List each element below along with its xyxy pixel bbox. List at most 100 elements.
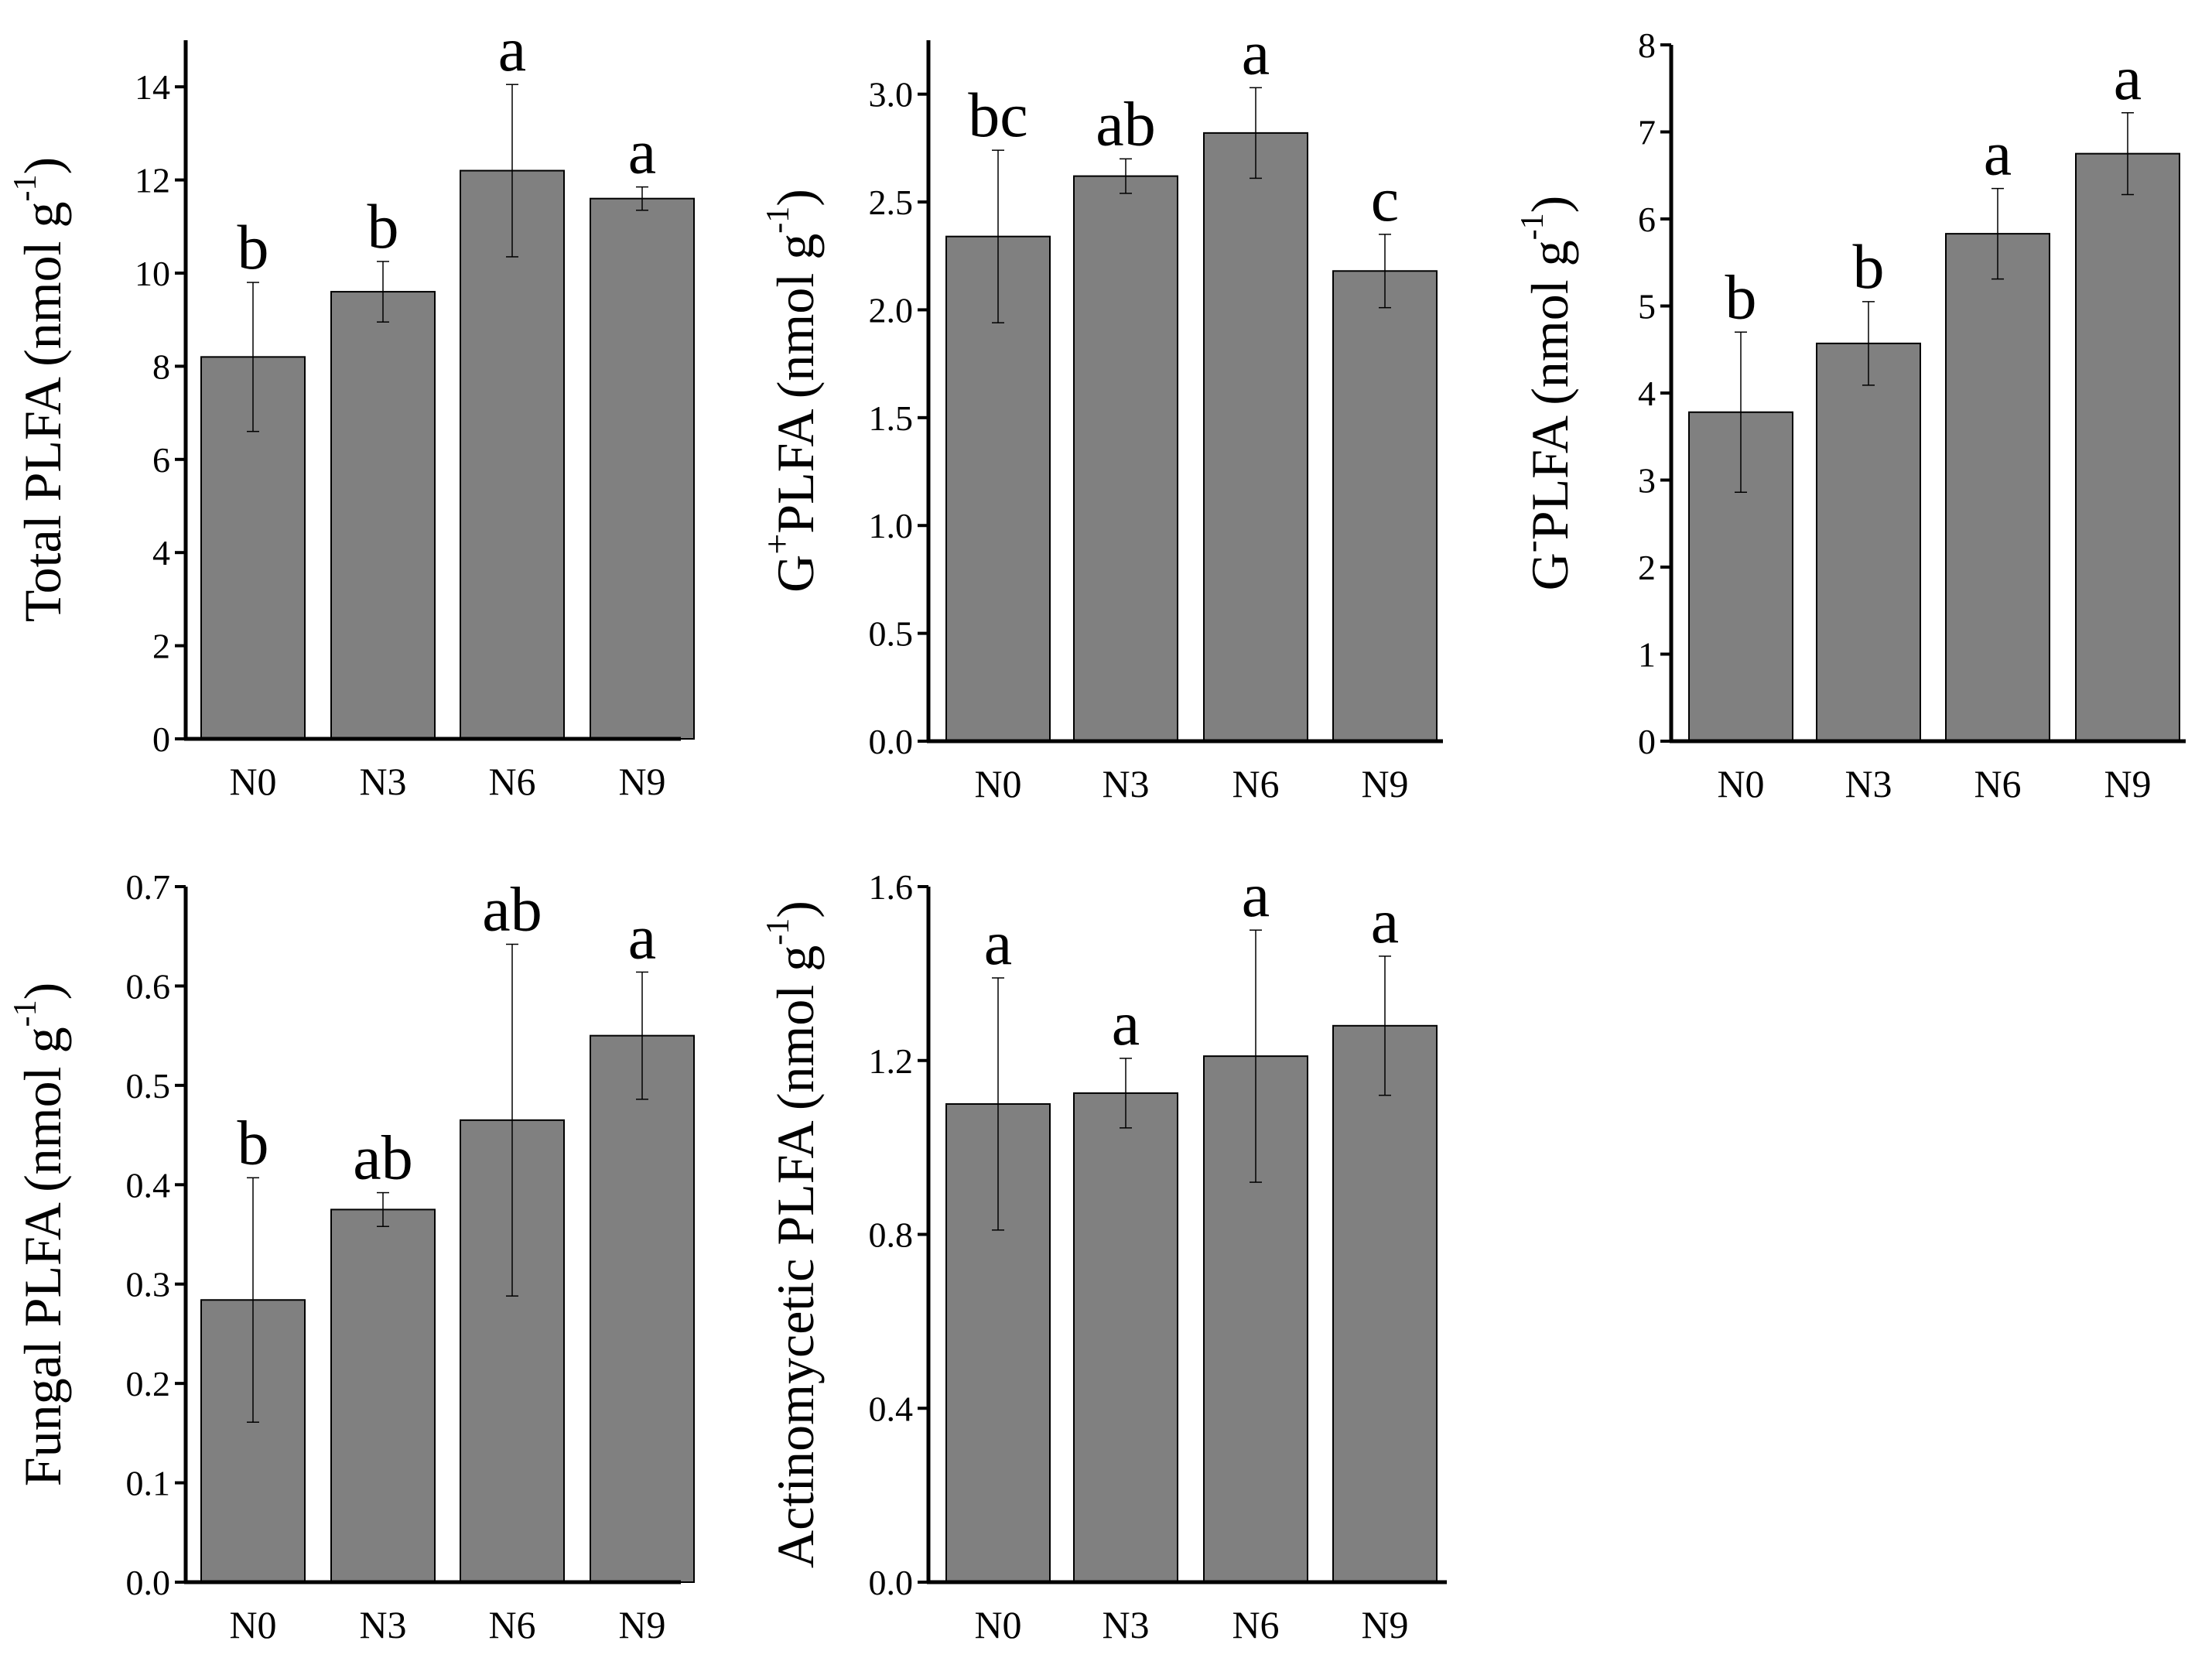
significance-letter-n3: ab (1096, 88, 1155, 159)
significance-letter-n9: a (2114, 43, 2142, 113)
y-tick-label: 0.6 (126, 966, 171, 1006)
y-tick-label: 5 (1638, 287, 1656, 326)
x-tick-label-n3: N3 (1102, 762, 1149, 805)
y-axis-title: G+PLFA (nmol g-1) (757, 189, 825, 593)
bar-n6 (1945, 233, 2050, 742)
bar-n3 (1816, 342, 1921, 742)
y-tick-label: 2.5 (869, 183, 914, 222)
y-tick-label: 14 (135, 67, 170, 107)
y-tick-label: 0 (1638, 722, 1656, 761)
y-tick-label: 6 (152, 440, 170, 480)
error-bar-n9 (2121, 112, 2134, 196)
significance-letter-n0: a (984, 908, 1012, 978)
error-bar-n6 (1250, 87, 1262, 179)
significance-letter-n6: a (1242, 860, 1270, 930)
y-axis-title-close: ) (1520, 196, 1579, 214)
y-tick-label: 0.7 (126, 867, 171, 907)
y-tick-label: 4 (152, 533, 170, 573)
y-tick-label: 2.0 (869, 290, 914, 330)
significance-letter-n0: b (1725, 262, 1757, 332)
y-tick-label: 0.0 (869, 1563, 914, 1602)
significance-letter-n9: a (1371, 886, 1399, 956)
y-tick-label: 0.4 (126, 1165, 171, 1205)
y-tick-label: 1.5 (869, 398, 914, 438)
significance-letter-n6: a (1984, 118, 2012, 189)
y-tick-label: 12 (135, 161, 170, 200)
chart-panel-fungal-plfa: b N0 ab N3 ab N6 a N9 0.0 0.1 0.2 0.3 0.4 0.5 0.6 0.7 Fu… (8, 867, 695, 1646)
significance-letter-n3: a (1112, 988, 1140, 1058)
chart-panel-total-plfa: b N0 b N3 a N6 a N9 0 2 4 6 8 10 12 14 Total PLFA (nmol … (8, 14, 695, 803)
significance-letter-n0: b (238, 212, 269, 282)
y-axis-title-text: PLFA (nmol g (1520, 240, 1579, 540)
y-axis-title-text: PLFA (nmol g (766, 234, 825, 534)
bar-n6 (1203, 132, 1308, 742)
y-axis-title-superscript: -1 (1515, 213, 1550, 240)
y-axis-title-text: Total PLFA (nmol g (13, 201, 72, 622)
x-tick-label-n3: N3 (359, 1603, 406, 1646)
y-tick-label: 0.8 (869, 1215, 914, 1255)
error-bar-n3 (377, 1191, 389, 1227)
y-tick-label: 3.0 (869, 75, 914, 115)
y-tick-label: 0.0 (126, 1563, 171, 1602)
bar-n3 (1073, 1092, 1178, 1583)
chart-panel-gram-negative-plfa: b N0 b N3 a N6 a N9 0 1 2 3 4 5 6 7 8 G-PLFA (nmol g-1) (1511, 26, 2186, 805)
bar-n6 (460, 169, 565, 740)
error-bar-n6 (506, 84, 518, 258)
significance-letter-n0: b (238, 1107, 269, 1178)
y-tick-label: 0.3 (126, 1265, 171, 1304)
y-axis-title-close: ) (766, 189, 825, 207)
bar-n9 (1332, 270, 1438, 742)
significance-letter-n9: c (1371, 164, 1399, 234)
bar-n9 (1332, 1024, 1438, 1584)
y-axis-title-prefix-superscript: + (757, 534, 798, 555)
y-axis-title-superscript: -1 (8, 174, 43, 201)
error-bar-n9 (636, 186, 648, 211)
y-tick-label: 0.1 (126, 1464, 171, 1503)
error-bar-n0 (992, 149, 1004, 323)
bar-n9 (590, 197, 695, 740)
y-axis-title: Fungal PLFA (nmol g-1) (8, 983, 72, 1486)
x-tick-label-n3: N3 (359, 760, 406, 803)
x-tick-label-n9: N9 (618, 1603, 665, 1646)
y-tick-label: 8 (152, 347, 170, 386)
significance-letter-n9: a (628, 117, 656, 187)
y-axis-title-text: Fungal PLFA (nmol g (13, 1027, 72, 1486)
y-tick-label: 4 (1638, 374, 1656, 413)
error-bar-n9 (1379, 234, 1391, 309)
x-tick-label-n0: N0 (974, 762, 1021, 805)
y-axis-title-prefix: G (1520, 552, 1579, 590)
chart-panel-gram-positive-plfa: bc N0 ab N3 a N6 c N9 0.0 0.5 1.0 1.5 2.0 2.5 3.0 G+PLF… (757, 17, 1443, 805)
x-tick-label-n0: N0 (229, 760, 276, 803)
y-axis-title-close: ) (13, 983, 72, 1000)
y-axis-title-prefix-superscript: - (1511, 540, 1552, 552)
y-tick-label: 1 (1638, 635, 1656, 675)
y-tick-label: 0.5 (126, 1066, 171, 1106)
error-bar-n9 (1379, 955, 1391, 1096)
y-tick-label: 2 (1638, 548, 1656, 587)
significance-letter-n6: ab (482, 873, 542, 944)
y-tick-label: 6 (1638, 200, 1656, 239)
y-axis-title: Actinomycetic PLFA (nmol g-1) (761, 901, 825, 1568)
x-tick-label-n6: N6 (488, 1603, 535, 1646)
x-tick-label-n0: N0 (974, 1603, 1021, 1646)
x-tick-label-n0: N0 (1717, 762, 1764, 805)
y-tick-label: 1.2 (869, 1041, 914, 1081)
chart-panel-actinomycetic-plfa: a N0 a N3 a N6 a N9 0.0 0.4 0.8 1.2 1.6 Actinomycetic… (761, 860, 1447, 1646)
x-tick-label-n6: N6 (488, 760, 535, 803)
y-tick-label: 1.0 (869, 506, 914, 545)
y-axis-title: Total PLFA (nmol g-1) (8, 157, 72, 622)
error-bar-n0 (247, 282, 259, 432)
bar-n3 (1073, 175, 1178, 742)
x-tick-label-n0: N0 (229, 1603, 276, 1646)
x-tick-label-n6: N6 (1232, 1603, 1279, 1646)
y-tick-label: 0.5 (869, 614, 914, 654)
x-tick-label-n6: N6 (1232, 762, 1279, 805)
bar-n3 (330, 1208, 436, 1583)
y-axis-title-superscript: -1 (761, 918, 796, 945)
error-bar-n9 (636, 971, 648, 1100)
bar-n3 (330, 291, 436, 740)
error-bar-n0 (1735, 331, 1747, 493)
error-bar-n3 (1120, 1058, 1132, 1129)
significance-letter-n3: ab (353, 1123, 412, 1193)
